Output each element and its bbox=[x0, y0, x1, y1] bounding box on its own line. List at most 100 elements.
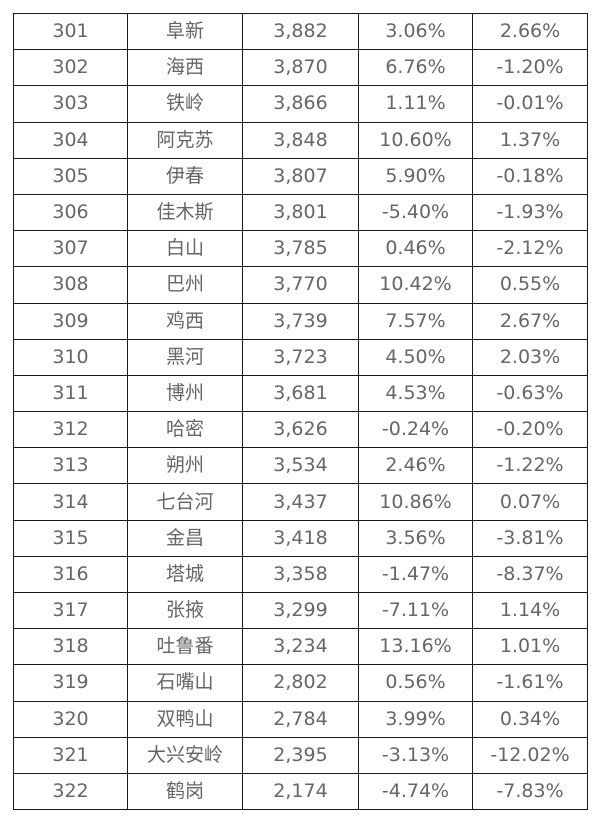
change2-cell: 2.03% bbox=[472, 338, 588, 376]
rank-cell: 311 bbox=[13, 374, 128, 413]
table-row: 317 张掖 3,299 -7.11% 1.14% bbox=[13, 591, 588, 630]
city-cell: 大兴安岭 bbox=[127, 736, 243, 774]
value-cell: 2,802 bbox=[242, 664, 359, 702]
table-row: 320 双鸭山 2,784 3.99% 0.34% bbox=[13, 700, 588, 738]
change2-cell: 0.34% bbox=[472, 700, 588, 738]
city-cell: 鹤岗 bbox=[127, 772, 243, 811]
rank-cell: 309 bbox=[13, 302, 128, 340]
city-cell: 黑河 bbox=[127, 338, 243, 376]
change2-cell: 0.55% bbox=[472, 266, 588, 304]
city-cell: 双鸭山 bbox=[127, 700, 243, 738]
value-cell: 3,234 bbox=[242, 628, 359, 666]
city-cell: 伊春 bbox=[127, 157, 243, 195]
city-cell: 白山 bbox=[127, 230, 243, 268]
city-cell: 佳木斯 bbox=[127, 193, 243, 232]
value-cell: 3,807 bbox=[242, 157, 359, 195]
city-cell: 博州 bbox=[127, 374, 243, 413]
rank-cell: 312 bbox=[13, 411, 128, 449]
change2-cell: 2.66% bbox=[472, 12, 588, 51]
rank-cell: 318 bbox=[13, 628, 128, 666]
change2-cell: -12.02% bbox=[472, 736, 588, 774]
table-row: 315 金昌 3,418 3.56% -3.81% bbox=[13, 519, 588, 557]
rank-cell: 305 bbox=[13, 157, 128, 195]
table-row: 309 鸡西 3,739 7.57% 2.67% bbox=[13, 302, 588, 340]
table-row: 313 朔州 3,534 2.46% -1.22% bbox=[13, 447, 588, 485]
change2-cell: -1.22% bbox=[472, 447, 588, 485]
value-cell: 2,174 bbox=[242, 772, 359, 811]
city-cell: 石嘴山 bbox=[127, 664, 243, 702]
change1-cell: 3.56% bbox=[358, 519, 473, 557]
rank-cell: 315 bbox=[13, 519, 128, 557]
table-row: 318 吐鲁番 3,234 13.16% 1.01% bbox=[13, 628, 588, 666]
rank-cell: 304 bbox=[13, 121, 128, 159]
rank-cell: 310 bbox=[13, 338, 128, 376]
change1-cell: 4.50% bbox=[358, 338, 473, 376]
table-row: 307 白山 3,785 0.46% -2.12% bbox=[13, 230, 588, 268]
table-row: 319 石嘴山 2,802 0.56% -1.61% bbox=[13, 664, 588, 702]
change1-cell: 10.42% bbox=[358, 266, 473, 304]
change1-cell: 10.86% bbox=[358, 483, 473, 521]
value-cell: 3,801 bbox=[242, 193, 359, 232]
rank-cell: 308 bbox=[13, 266, 128, 304]
value-cell: 2,395 bbox=[242, 736, 359, 774]
value-cell: 3,770 bbox=[242, 266, 359, 304]
change1-cell: 5.90% bbox=[358, 157, 473, 195]
city-ranking-table: 301 阜新 3,882 3.06% 2.66% 302 海西 3,870 6.76% -1.20… bbox=[13, 12, 588, 811]
value-cell: 3,870 bbox=[242, 49, 359, 87]
table-row: 302 海西 3,870 6.76% -1.20% bbox=[13, 49, 588, 87]
value-cell: 3,626 bbox=[242, 411, 359, 449]
table-row: 306 佳木斯 3,801 -5.40% -1.93% bbox=[13, 193, 588, 232]
change1-cell: 0.46% bbox=[358, 230, 473, 268]
change1-cell: -1.47% bbox=[358, 555, 473, 594]
table-row: 321 大兴安岭 2,395 -3.13% -12.02% bbox=[13, 736, 588, 774]
city-cell: 铁岭 bbox=[127, 85, 243, 123]
change2-cell: -0.18% bbox=[472, 157, 588, 195]
value-cell: 3,299 bbox=[242, 591, 359, 630]
rank-cell: 322 bbox=[13, 772, 128, 811]
table-body: 301 阜新 3,882 3.06% 2.66% 302 海西 3,870 6.76% -1.20… bbox=[13, 12, 588, 811]
change1-cell: 0.56% bbox=[358, 664, 473, 702]
change2-cell: -0.63% bbox=[472, 374, 588, 413]
table-row: 308 巴州 3,770 10.42% 0.55% bbox=[13, 266, 588, 304]
change1-cell: 6.76% bbox=[358, 49, 473, 87]
rank-cell: 302 bbox=[13, 49, 128, 87]
table-row: 303 铁岭 3,866 1.11% -0.01% bbox=[13, 85, 588, 123]
rank-cell: 301 bbox=[13, 12, 128, 51]
table-row: 310 黑河 3,723 4.50% 2.03% bbox=[13, 338, 588, 376]
value-cell: 3,358 bbox=[242, 555, 359, 594]
change1-cell: -7.11% bbox=[358, 591, 473, 630]
value-cell: 3,534 bbox=[242, 447, 359, 485]
rank-cell: 317 bbox=[13, 591, 128, 630]
rank-cell: 313 bbox=[13, 447, 128, 485]
value-cell: 3,848 bbox=[242, 121, 359, 159]
value-cell: 3,739 bbox=[242, 302, 359, 340]
change1-cell: -0.24% bbox=[358, 411, 473, 449]
value-cell: 3,437 bbox=[242, 483, 359, 521]
rank-cell: 307 bbox=[13, 230, 128, 268]
city-cell: 鸡西 bbox=[127, 302, 243, 340]
city-cell: 阿克苏 bbox=[127, 121, 243, 159]
change2-cell: -0.20% bbox=[472, 411, 588, 449]
change2-cell: -1.61% bbox=[472, 664, 588, 702]
change2-cell: -0.01% bbox=[472, 85, 588, 123]
rank-cell: 314 bbox=[13, 483, 128, 521]
table-row: 305 伊春 3,807 5.90% -0.18% bbox=[13, 157, 588, 195]
change1-cell: 1.11% bbox=[358, 85, 473, 123]
city-cell: 巴州 bbox=[127, 266, 243, 304]
change2-cell: 2.67% bbox=[472, 302, 588, 340]
city-cell: 阜新 bbox=[127, 12, 243, 51]
city-cell: 七台河 bbox=[127, 483, 243, 521]
change2-cell: 1.01% bbox=[472, 628, 588, 666]
table-row: 311 博州 3,681 4.53% -0.63% bbox=[13, 374, 588, 413]
change2-cell: -1.20% bbox=[472, 49, 588, 87]
rank-cell: 321 bbox=[13, 736, 128, 774]
city-cell: 朔州 bbox=[127, 447, 243, 485]
change1-cell: 3.99% bbox=[358, 700, 473, 738]
change2-cell: -1.93% bbox=[472, 193, 588, 232]
change1-cell: 7.57% bbox=[358, 302, 473, 340]
change1-cell: -5.40% bbox=[358, 193, 473, 232]
table-row: 322 鹤岗 2,174 -4.74% -7.83% bbox=[13, 772, 588, 811]
value-cell: 2,784 bbox=[242, 700, 359, 738]
change2-cell: 0.07% bbox=[472, 483, 588, 521]
city-cell: 海西 bbox=[127, 49, 243, 87]
